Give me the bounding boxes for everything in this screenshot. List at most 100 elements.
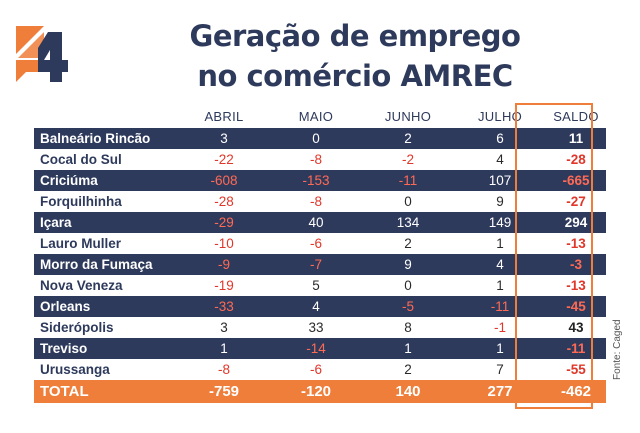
header-julho: JULHO	[477, 108, 523, 124]
table-row: Treviso 1 -14 1 1 -11	[34, 338, 606, 359]
row-label: Siderópolis	[34, 317, 178, 338]
table-row: Morro da Fumaça -9 -7 9 4 -3	[34, 254, 606, 275]
value-cell: -9	[178, 254, 270, 275]
table-row: Cocal do Sul -22 -8 -2 4 -28	[34, 149, 606, 170]
row-label: Balneário Rincão	[34, 128, 178, 149]
header-saldo: SALDO	[553, 108, 599, 124]
table-row: Criciúma -608 -153 -11 107 -665	[34, 170, 606, 191]
saldo-cell: 43	[546, 317, 606, 338]
value-cell: -1	[454, 317, 546, 338]
value-cell: 2	[362, 359, 454, 380]
value-cell: -608	[178, 170, 270, 191]
value-cell: 2	[362, 233, 454, 254]
table-row: Urussanga -8 -6 2 7 -55	[34, 359, 606, 380]
value-cell: -8	[178, 359, 270, 380]
saldo-cell: -13	[546, 233, 606, 254]
value-cell: -10	[178, 233, 270, 254]
saldo-cell: -462	[546, 380, 606, 403]
value-cell: 4	[454, 254, 546, 275]
value-cell: -14	[270, 338, 362, 359]
saldo-cell: -13	[546, 275, 606, 296]
value-cell: 9	[362, 254, 454, 275]
value-cell: 0	[270, 128, 362, 149]
value-cell: -8	[270, 191, 362, 212]
value-cell: 33	[270, 317, 362, 338]
table-header: ABRIL MAIO JUNHO JULHO SALDO	[34, 104, 606, 128]
source-note: Fonte: Caged	[612, 319, 623, 380]
row-label: Morro da Fumaça	[34, 254, 178, 275]
value-cell: 40	[270, 212, 362, 233]
row-label: Treviso	[34, 338, 178, 359]
row-label: Orleans	[34, 296, 178, 317]
table-row: Lauro Muller -10 -6 2 1 -13	[34, 233, 606, 254]
value-cell: 4	[454, 149, 546, 170]
value-cell: -6	[270, 359, 362, 380]
header-municipio	[34, 104, 178, 128]
value-cell: 1	[454, 338, 546, 359]
table-row: Forquilhinha -28 -8 0 9 -27	[34, 191, 606, 212]
employment-table: ABRIL MAIO JUNHO JULHO SALDO Balneário Rincã…	[34, 104, 606, 403]
saldo-cell: -665	[546, 170, 606, 191]
chart-title-line2: no comércio AMREC	[197, 59, 513, 93]
saldo-cell: -55	[546, 359, 606, 380]
value-cell: -2	[362, 149, 454, 170]
value-cell: -19	[178, 275, 270, 296]
table-row: Nova Veneza -19 5 0 1 -13	[34, 275, 606, 296]
value-cell: 1	[178, 338, 270, 359]
value-cell: -33	[178, 296, 270, 317]
value-cell: 107	[454, 170, 546, 191]
value-cell: 0	[362, 191, 454, 212]
value-cell: 3	[178, 128, 270, 149]
header-maio: MAIO	[298, 108, 334, 124]
value-cell: 134	[362, 212, 454, 233]
header-abril: ABRIL	[204, 108, 244, 124]
value-cell: 149	[454, 212, 546, 233]
row-label: TOTAL	[34, 380, 178, 403]
saldo-cell: -3	[546, 254, 606, 275]
saldo-cell: -28	[546, 149, 606, 170]
header-junho: JUNHO	[384, 108, 432, 124]
saldo-cell: -11	[546, 338, 606, 359]
value-cell: -6	[270, 233, 362, 254]
value-cell: -153	[270, 170, 362, 191]
value-cell: 140	[362, 380, 454, 403]
value-cell: -5	[362, 296, 454, 317]
row-label: Urussanga	[34, 359, 178, 380]
row-label: Criciúma	[34, 170, 178, 191]
saldo-cell: 294	[546, 212, 606, 233]
value-cell: -7	[270, 254, 362, 275]
value-cell: -11	[362, 170, 454, 191]
table-body: Balneário Rincão 3 0 2 6 11 Cocal do Sul -22 -8-…	[34, 128, 606, 403]
value-cell: 9	[454, 191, 546, 212]
table-row: Içara -29 40 134 149 294	[34, 212, 606, 233]
chart-title-line1: Geração de emprego	[189, 19, 521, 53]
row-label: Forquilhinha	[34, 191, 178, 212]
saldo-cell: -27	[546, 191, 606, 212]
4-logo-icon	[16, 26, 68, 82]
value-cell: 8	[362, 317, 454, 338]
row-label: Içara	[34, 212, 178, 233]
value-cell: 3	[178, 317, 270, 338]
value-cell: 2	[362, 128, 454, 149]
value-cell: -11	[454, 296, 546, 317]
value-cell: 1	[454, 275, 546, 296]
value-cell: 7	[454, 359, 546, 380]
table-row: Siderópolis 3 33 8 -1 43	[34, 317, 606, 338]
row-label: Cocal do Sul	[34, 149, 178, 170]
value-cell: -22	[178, 149, 270, 170]
value-cell: 4	[270, 296, 362, 317]
row-label: Nova Veneza	[34, 275, 178, 296]
table-row: Orleans -33 4 -5 -11 -45	[34, 296, 606, 317]
value-cell: 5	[270, 275, 362, 296]
value-cell: 1	[454, 233, 546, 254]
saldo-cell: 11	[546, 128, 606, 149]
total-row: TOTAL -759 -120 140 277 -462	[34, 380, 606, 403]
saldo-cell: -45	[546, 296, 606, 317]
row-label: Lauro Muller	[34, 233, 178, 254]
value-cell: -8	[270, 149, 362, 170]
table-row: Balneário Rincão 3 0 2 6 11	[34, 128, 606, 149]
value-cell: 0	[362, 275, 454, 296]
value-cell: 6	[454, 128, 546, 149]
value-cell: -29	[178, 212, 270, 233]
value-cell: -28	[178, 191, 270, 212]
